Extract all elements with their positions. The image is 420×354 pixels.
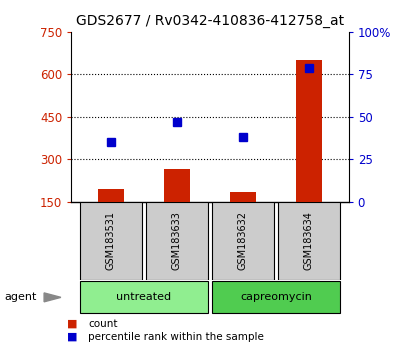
Bar	[98, 189, 124, 202]
Bar	[80, 202, 142, 280]
Text: GSM183633: GSM183633	[172, 211, 182, 270]
Text: ■: ■	[67, 332, 78, 342]
Text: GSM183531: GSM183531	[106, 211, 116, 270]
Bar	[296, 60, 322, 202]
Bar	[80, 281, 208, 313]
Text: count: count	[88, 319, 118, 329]
Text: agent: agent	[4, 292, 37, 302]
Text: ■: ■	[67, 319, 78, 329]
Text: untreated: untreated	[116, 292, 171, 302]
Text: percentile rank within the sample: percentile rank within the sample	[88, 332, 264, 342]
Bar	[212, 281, 340, 313]
Bar	[212, 202, 274, 280]
Bar	[146, 202, 208, 280]
Bar	[278, 202, 340, 280]
Text: GSM183634: GSM183634	[304, 211, 314, 270]
Text: GDS2677 / Rv0342-410836-412758_at: GDS2677 / Rv0342-410836-412758_at	[76, 14, 344, 28]
Bar	[230, 192, 256, 202]
Bar	[164, 169, 190, 202]
Text: capreomycin: capreomycin	[240, 292, 312, 302]
Text: GSM183632: GSM183632	[238, 211, 248, 270]
Polygon shape	[44, 293, 61, 302]
